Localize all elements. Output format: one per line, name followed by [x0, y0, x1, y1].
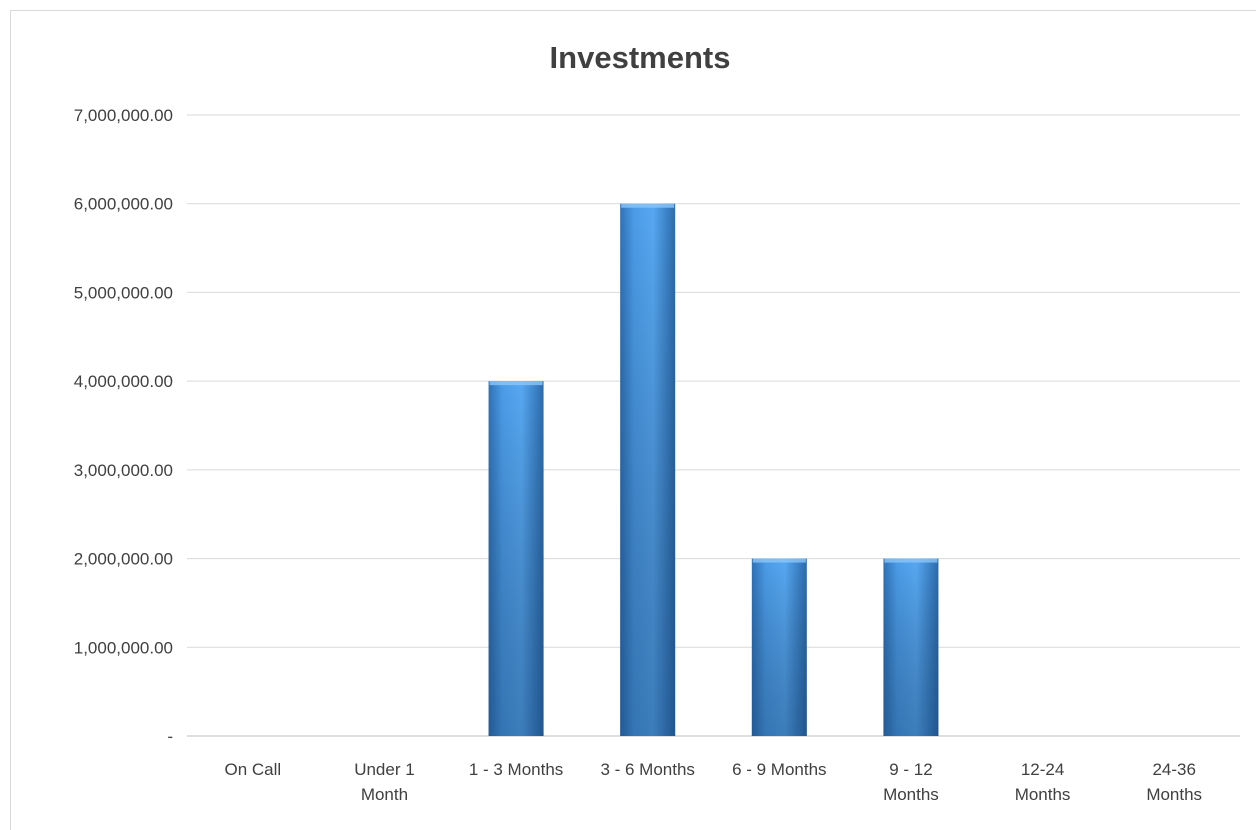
x-tick-label: 9 - 12	[889, 760, 932, 779]
y-tick-label: 3,000,000.00	[74, 461, 173, 480]
x-tick-label: 12-24	[1021, 760, 1064, 779]
bar	[488, 381, 544, 736]
y-tick-label: 2,000,000.00	[74, 550, 173, 569]
x-tick-label: 1 - 3 Months	[469, 760, 564, 779]
bar-highlight	[752, 558, 806, 563]
bar-highlight	[489, 381, 543, 386]
grid-lines	[187, 114, 1240, 737]
x-tick-label: Under 1	[354, 760, 414, 779]
x-tick-label: Months	[1015, 785, 1071, 804]
y-tick-label: 5,000,000.00	[74, 283, 173, 302]
bar-shade	[883, 558, 939, 736]
y-tick-label: -	[167, 727, 173, 746]
chart-title: Investments	[549, 40, 731, 75]
x-tick-label: 6 - 9 Months	[732, 760, 827, 779]
y-tick-label: 7,000,000.00	[74, 106, 173, 125]
x-axis-ticks: On Call Under 1 Month 1 - 3 Months 3 - 6 Mon…	[224, 760, 1202, 804]
bar	[751, 558, 807, 736]
bar-highlight	[884, 558, 938, 563]
y-tick-label: 6,000,000.00	[74, 195, 173, 214]
bar-shade	[751, 558, 807, 736]
bar-shade	[620, 203, 676, 736]
bar-highlight	[621, 203, 675, 208]
bar	[883, 558, 939, 736]
y-tick-label: 4,000,000.00	[74, 372, 173, 391]
y-tick-label: 1,000,000.00	[74, 638, 173, 657]
x-tick-label: Months	[883, 785, 939, 804]
bar	[620, 203, 676, 736]
bar-shade	[488, 381, 544, 736]
x-tick-label: 3 - 6 Months	[600, 760, 695, 779]
x-tick-label: 24-36	[1152, 760, 1195, 779]
y-axis-ticks: - 1,000,000.00 2,000,000.00 3,000,000.00 4,0…	[74, 106, 173, 746]
bars	[488, 203, 939, 736]
x-tick-label: On Call	[224, 760, 281, 779]
x-tick-label: Months	[1146, 785, 1202, 804]
x-tick-label: Month	[361, 785, 408, 804]
